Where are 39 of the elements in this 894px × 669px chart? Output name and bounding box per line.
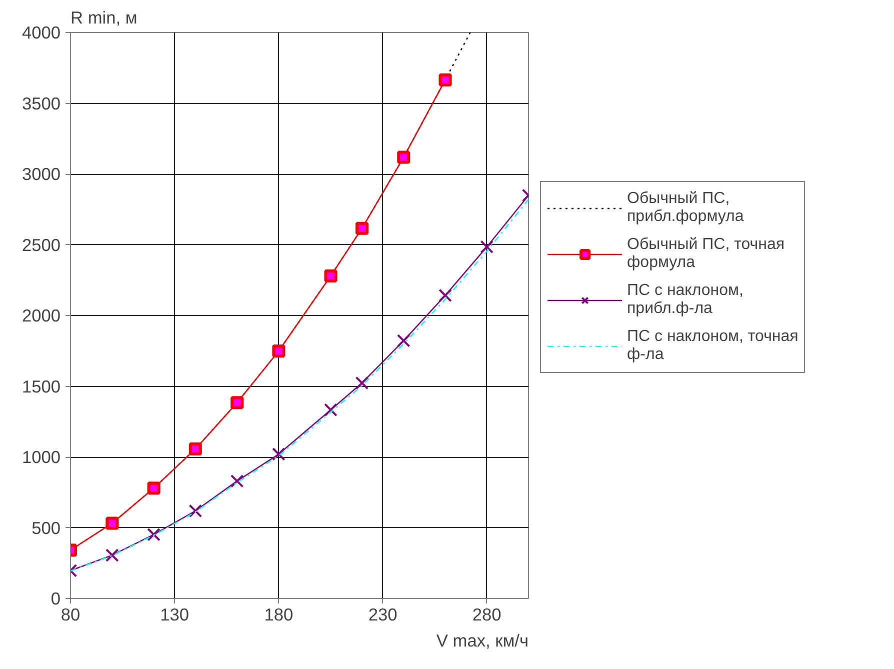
point <box>480 240 494 254</box>
point <box>397 150 410 164</box>
x-axis-title: V max, км/ч <box>436 630 529 650</box>
point <box>438 288 452 302</box>
y-tick-label: 2000 <box>22 306 61 326</box>
y-tick-label: 3000 <box>22 164 61 184</box>
y-tick-label: 1000 <box>22 447 61 467</box>
point <box>324 269 338 282</box>
point <box>230 474 244 488</box>
y-tick-label: 500 <box>32 518 61 538</box>
x-tick-label: 80 <box>60 604 80 624</box>
point <box>105 548 119 562</box>
point <box>438 73 452 86</box>
legend-label: ПС с наклоном, прибл.ф-ла <box>627 281 744 319</box>
y-axis-title: R min, м <box>70 8 138 28</box>
y-tick-label: 0 <box>50 588 61 608</box>
point <box>396 334 410 348</box>
x-tick-label: 130 <box>160 604 190 624</box>
y-tick-label: 3500 <box>22 93 61 114</box>
y-tick-label: 1500 <box>22 376 61 396</box>
x-tick-label: 280 <box>472 604 502 624</box>
x-tick-label: 230 <box>368 604 398 624</box>
point <box>188 504 202 518</box>
point <box>147 528 160 542</box>
y-tick-label: 4000 <box>22 22 61 42</box>
point <box>272 448 286 461</box>
point <box>230 396 244 410</box>
point <box>188 442 202 456</box>
point <box>355 222 368 235</box>
legend-label: Обычный ПС, точная формула <box>627 235 785 273</box>
y-tick-label: 2500 <box>22 234 61 255</box>
point <box>324 403 338 417</box>
x-tick-label: 180 <box>264 604 294 624</box>
point <box>272 344 286 358</box>
legend-label: ПС с наклоном, точная ф-ла <box>627 327 798 365</box>
point <box>355 376 369 390</box>
legend-label: Обычный ПС, прибл.формула <box>627 189 744 227</box>
point <box>106 516 119 530</box>
point <box>147 482 160 495</box>
